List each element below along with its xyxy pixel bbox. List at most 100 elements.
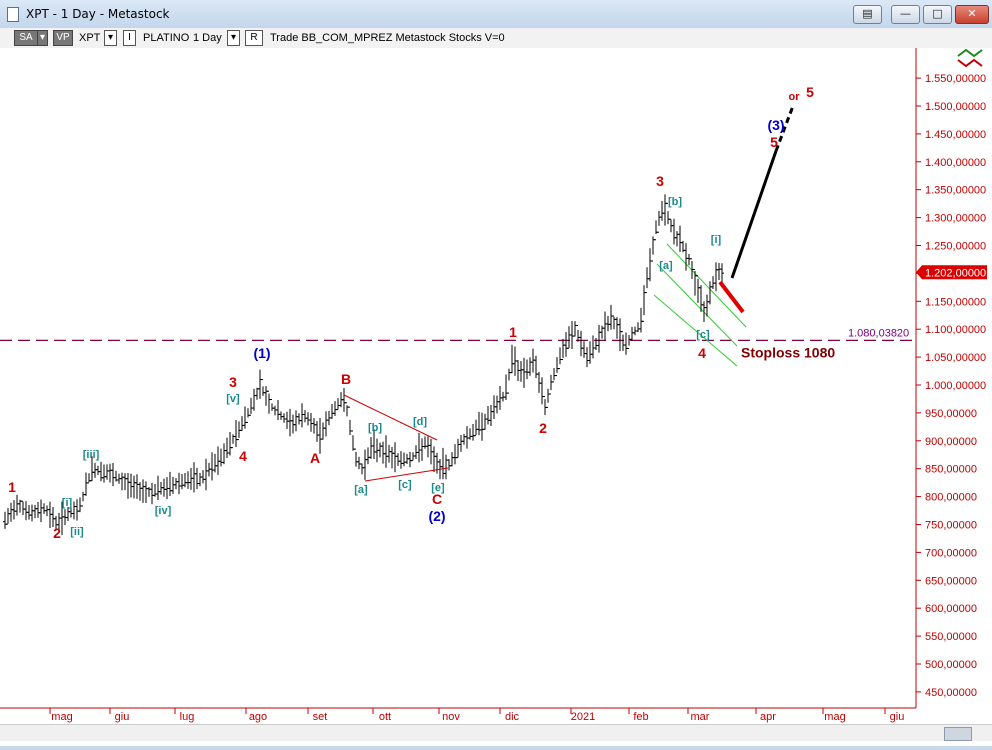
wave-label-red: 5 <box>770 134 778 150</box>
wave-label-teal: [i] <box>62 497 73 509</box>
window-title: XPT - 1 Day - Metastock <box>26 7 170 21</box>
current-price-label: 1.202,00000 <box>925 267 986 279</box>
wave-label-red: 3 <box>229 374 237 390</box>
y-tick-label: 1.000,00000 <box>925 380 986 392</box>
chart-toolbar: SA ▾ VP XPT ▾ I PLATINO 1 Day ▾ R Trade … <box>0 28 992 48</box>
y-tick-label: 450,00000 <box>925 687 977 699</box>
horizontal-scrollbar[interactable] <box>0 724 992 741</box>
wave-labels: 1 2 3 4 A B C 1 2 3 4 5 5 (1) (2) (3) [i] [ii] [iii] [iv] [v… <box>8 84 814 541</box>
y-tick-label: 1.300,00000 <box>925 213 986 225</box>
projection-or-label: or <box>789 91 801 103</box>
y-tick-label: 550,00000 <box>925 631 977 643</box>
wave-label-red: 2 <box>53 525 61 541</box>
y-tick-label: 950,00000 <box>925 408 977 420</box>
current-price-tag <box>916 265 987 280</box>
wave-label-teal: [ii] <box>70 526 84 538</box>
y-tick-label: 1.400,00000 <box>925 157 986 169</box>
channel-line <box>653 294 738 367</box>
drawing-tools-icon[interactable] <box>957 48 983 68</box>
sa-dropdown-icon[interactable]: ▾ <box>37 30 48 46</box>
wave-label-red: 3 <box>656 173 664 189</box>
price-bar <box>720 263 724 283</box>
symbol-dropdown-icon[interactable]: ▾ <box>104 30 117 46</box>
maximize-button[interactable]: □ <box>923 5 952 24</box>
y-tick-label: 850,00000 <box>925 464 977 476</box>
y-tick-label: 1.500,00000 <box>925 101 986 113</box>
y-tick-label: 650,00000 <box>925 575 977 587</box>
x-tick-label: ago <box>249 711 267 723</box>
projection-up-dashed <box>774 105 795 152</box>
symbol-label: XPT <box>79 32 101 44</box>
wave-label-teal: [e] <box>431 482 445 494</box>
y-tick-label: 1.050,00000 <box>925 352 986 364</box>
x-tick-label: lug <box>180 711 195 723</box>
x-tick-label: ott <box>379 711 391 723</box>
channel-line <box>666 243 747 328</box>
chart-info: Trade BB_COM_MPREZ Metastock Stocks V=0 <box>270 32 505 44</box>
sa-button[interactable]: SA <box>14 30 38 46</box>
x-tick-label: nov <box>442 711 460 723</box>
wave-label-red: 5 <box>806 84 814 100</box>
security-icon[interactable]: I <box>123 30 136 46</box>
x-tick-label: set <box>313 711 328 723</box>
x-tick-label: giu <box>890 711 905 723</box>
wave-label-red: 1 <box>509 324 517 340</box>
wave-label-red: 4 <box>239 448 247 464</box>
stoploss-layer: 1.080,03820 Stoploss 1080 <box>0 327 916 360</box>
channel-line <box>656 263 738 347</box>
wave-label-blue: (2) <box>428 508 445 524</box>
y-tick-label: 700,00000 <box>925 547 977 559</box>
y-tick-label: 1.150,00000 <box>925 296 986 308</box>
vp-button[interactable]: VP <box>53 30 73 46</box>
wave-label-teal: [v] <box>226 393 240 405</box>
wave-label-red: 2 <box>539 420 547 436</box>
y-tick-label: 1.350,00000 <box>925 185 986 197</box>
wave-label-blue: (1) <box>253 345 270 361</box>
wave-label-teal: [c] <box>696 329 710 341</box>
y-tick-label: 500,00000 <box>925 659 977 671</box>
wave-label-teal: [c] <box>398 479 412 491</box>
x-tick-label: mag <box>824 711 845 723</box>
security-name: PLATINO <box>143 32 190 44</box>
close-button[interactable]: ✕ <box>955 5 989 24</box>
y-tick-label: 600,00000 <box>925 603 977 615</box>
stoploss-text: Stoploss 1080 <box>741 344 835 360</box>
chart-options-icon[interactable]: ▤ <box>853 5 882 24</box>
y-tick-label: 1.550,00000 <box>925 73 986 85</box>
y-tick-label: 900,00000 <box>925 436 977 448</box>
wave-label-red: C <box>432 491 442 507</box>
wave-label-teal: [iii] <box>83 449 100 461</box>
wave-label-red: A <box>310 450 320 466</box>
wave-label-teal: [a] <box>659 260 673 272</box>
wave-label-teal: [d] <box>413 416 427 428</box>
x-tick-label: mar <box>691 711 710 723</box>
title-bar: XPT - 1 Day - Metastock ▤ — □ ✕ <box>0 0 992 29</box>
stoploss-level-label: 1.080,03820 <box>848 327 909 339</box>
triangle-trendline <box>343 394 438 441</box>
price-tag-layer: 1.202,00000 <box>916 265 987 280</box>
projection-lines <box>718 105 795 314</box>
projection-up-line <box>730 150 778 279</box>
y-tick-label: 1.100,00000 <box>925 324 986 336</box>
trendlines <box>343 394 449 482</box>
y-tick-label: 750,00000 <box>925 520 977 532</box>
x-tick-label: mag <box>51 711 72 723</box>
wave-label-teal: [i] <box>711 234 722 246</box>
period-dropdown-icon[interactable]: ▾ <box>227 30 240 46</box>
x-axis: mag giu lug ago set ott nov dic 2021 feb mar apr mag… <box>49 708 905 723</box>
price-chart[interactable]: 450,00000 500,00000 550,00000 600,00000 650,… <box>0 48 992 746</box>
wave-label-blue: (3) <box>767 117 784 133</box>
wave-label-teal: [b] <box>668 196 682 208</box>
x-tick-label: apr <box>760 711 776 723</box>
wave-label-red: 4 <box>698 345 706 361</box>
y-tick-label: 1.450,00000 <box>925 129 986 141</box>
scrollbar-thumb[interactable] <box>944 727 972 741</box>
period-label: 1 Day <box>193 32 222 44</box>
chart-area[interactable]: 450,00000 500,00000 550,00000 600,00000 650,… <box>0 48 992 746</box>
y-tick-label: 1.250,00000 <box>925 241 986 253</box>
minimize-button[interactable]: — <box>891 5 920 24</box>
r-button[interactable]: R <box>245 30 263 46</box>
y-tick-label: 800,00000 <box>925 492 977 504</box>
channel-layer <box>653 243 747 367</box>
